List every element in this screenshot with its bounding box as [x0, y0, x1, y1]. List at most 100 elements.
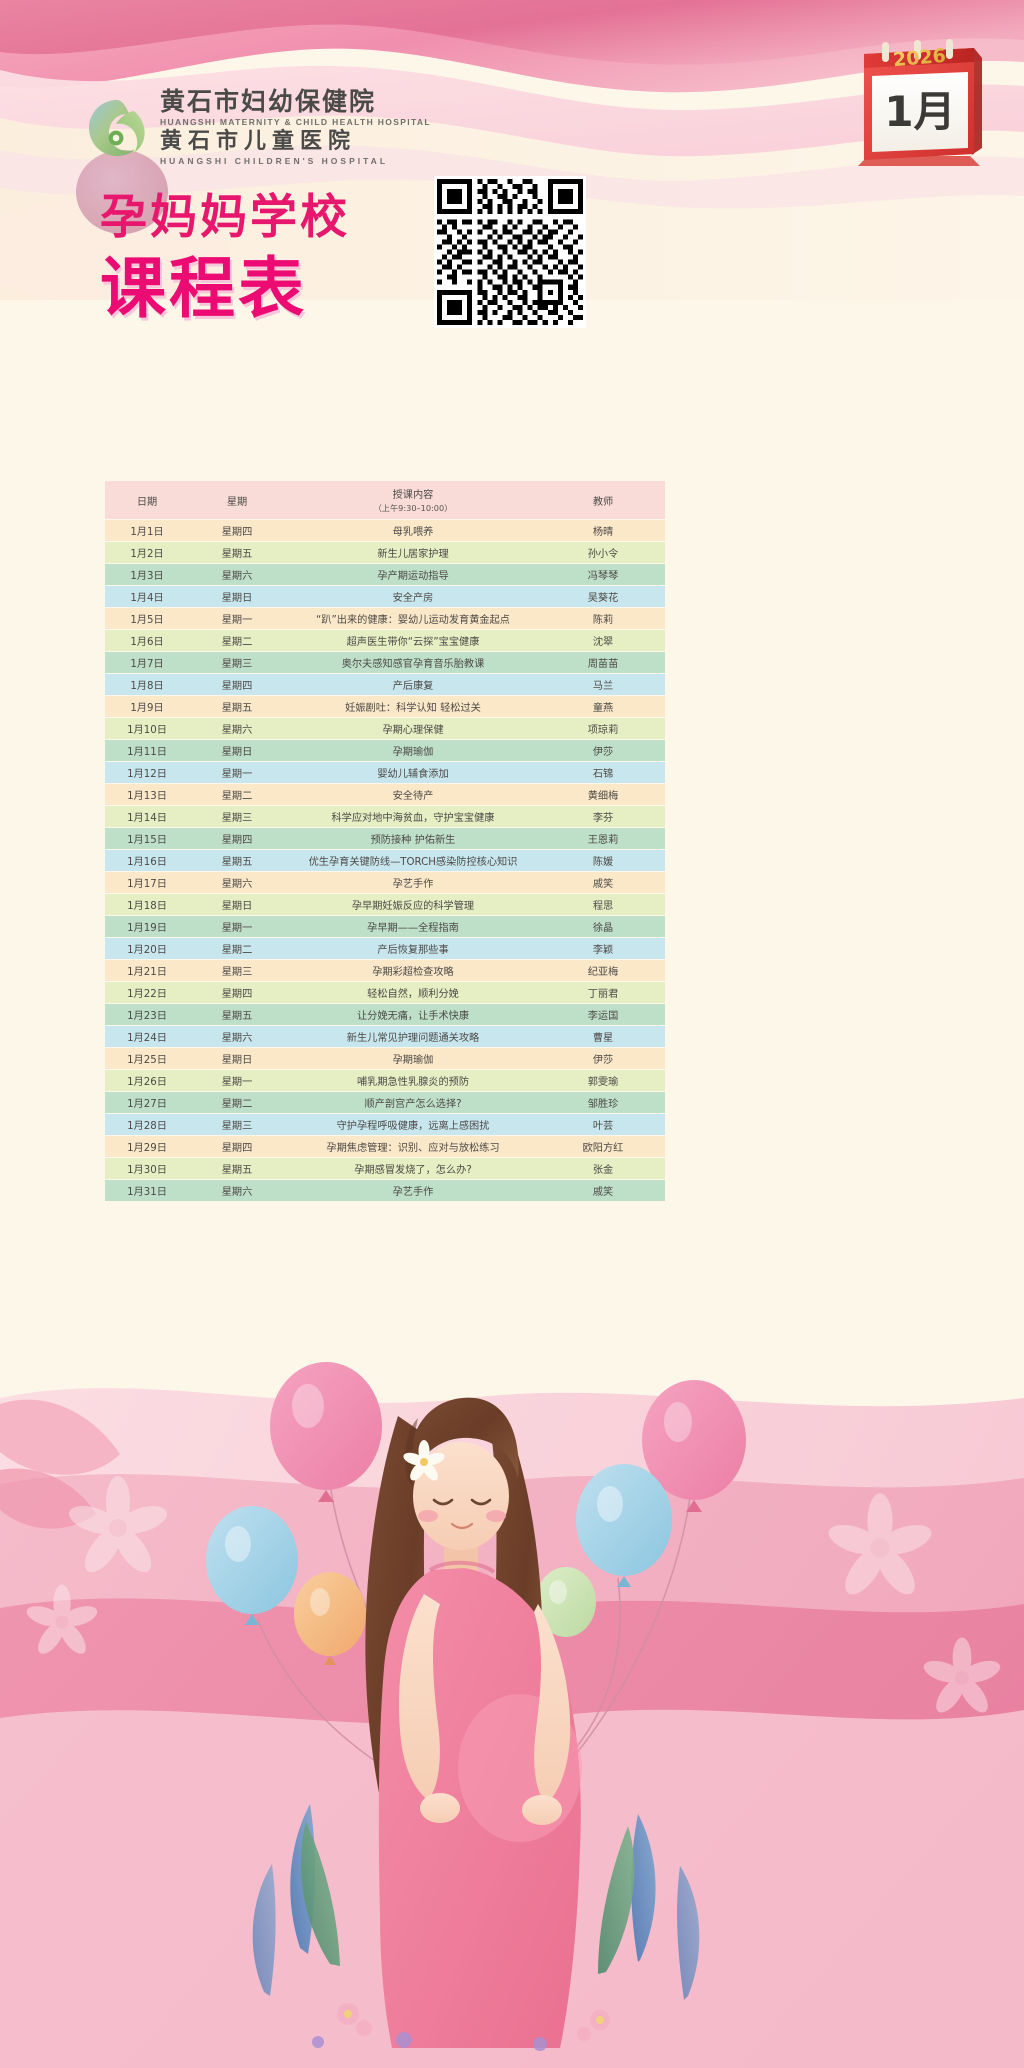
table-row: 1月12日 星期一 婴幼儿辅食添加 石锦 — [105, 762, 665, 783]
cell-date: 1月23日 — [105, 1004, 189, 1025]
cell-teacher: 徐晶 — [541, 916, 665, 937]
cell-date: 1月6日 — [105, 630, 189, 651]
table-row: 1月9日 星期五 妊娠剧吐：科学认知 轻松过关 童燕 — [105, 696, 665, 717]
cell-weekday: 星期四 — [189, 1136, 285, 1157]
balloon-blue-left — [206, 1506, 298, 1625]
cell-weekday: 星期六 — [189, 1180, 285, 1201]
column-header-teacher: 教师 — [592, 496, 614, 508]
cell-weekday: 星期三 — [189, 960, 285, 981]
calendar-month-text: 1月 — [884, 87, 955, 136]
cell-topic: 新生儿常见护理问题通关攻略 — [285, 1026, 541, 1047]
hospital-name-cn-primary: 黄石市妇幼保健院 — [160, 87, 377, 116]
cell-topic: 新生儿居家护理 — [285, 542, 541, 563]
table-row: 1月8日 星期四 产后康复 马兰 — [105, 674, 665, 695]
cell-weekday: 星期日 — [189, 586, 285, 607]
schedule-table-head: 日期 星期 授课内容 （上午9:30–10:00） 教师 — [105, 481, 665, 519]
cell-weekday: 星期五 — [189, 1004, 285, 1025]
cell-topic: 守护孕程呼吸健康，远离上感困扰 — [285, 1114, 541, 1135]
balloon-pink-right — [642, 1380, 746, 1512]
cell-topic: 产后恢复那些事 — [285, 938, 541, 959]
cell-teacher: 马兰 — [541, 674, 665, 695]
cell-weekday: 星期四 — [189, 674, 285, 695]
balloon-blue-right — [576, 1464, 672, 1587]
table-row: 1月17日 星期六 孕艺手作 戚笑 — [105, 872, 665, 893]
cell-date: 1月25日 — [105, 1048, 189, 1069]
hospital-logo: 黄石市妇幼保健院 HUANGSHI MATERNITY & CHILD HEAL… — [86, 88, 431, 167]
table-row: 1月30日 星期五 孕期感冒发烧了，怎么办? 张金 — [105, 1158, 665, 1179]
cell-date: 1月11日 — [105, 740, 189, 761]
table-row: 1月23日 星期五 让分娩无痛，让手术快康 李运国 — [105, 1004, 665, 1025]
table-row: 1月26日 星期一 哺乳期急性乳腺炎的预防 郭雯瑜 — [105, 1070, 665, 1091]
cell-date: 1月1日 — [105, 520, 189, 541]
cell-topic: 孕期瑜伽 — [285, 1048, 541, 1069]
table-row: 1月18日 星期日 孕早期妊娠反应的科学管理 程思 — [105, 894, 665, 915]
cell-weekday: 星期五 — [189, 696, 285, 717]
balloon-orange — [294, 1572, 366, 1665]
cell-topic: 孕早期——全程指南 — [285, 916, 541, 937]
cell-topic: 轻松自然，顺利分娩 — [285, 982, 541, 1003]
cell-topic: 孕期彩超检查攻略 — [285, 960, 541, 981]
cell-date: 1月26日 — [105, 1070, 189, 1091]
hospital-name-en-primary: HUANGSHI MATERNITY & CHILD HEALTH HOSPIT… — [160, 117, 431, 127]
cell-weekday: 星期日 — [189, 1048, 285, 1069]
cell-topic: 奥尔夫感知感官孕育音乐胎教课 — [285, 652, 541, 673]
cell-teacher: 黄细梅 — [541, 784, 665, 805]
calendar-year-text: 2026 — [892, 45, 947, 72]
cell-teacher: 戚笑 — [541, 872, 665, 893]
cell-topic: 妊娠剧吐：科学认知 轻松过关 — [285, 696, 541, 717]
cell-date: 1月21日 — [105, 960, 189, 981]
qr-code[interactable] — [434, 176, 586, 328]
schedule-table: 日期 星期 授课内容 （上午9:30–10:00） 教师 1月1日星期四 母乳喂养… — [105, 480, 665, 1202]
cell-teacher: 石锦 — [541, 762, 665, 783]
cell-weekday: 星期一 — [189, 1070, 285, 1091]
cell-weekday: 星期一 — [189, 762, 285, 783]
cell-teacher: 李运国 — [541, 1004, 665, 1025]
cell-topic: 安全产房 — [285, 586, 541, 607]
cell-teacher: 沈翠 — [541, 630, 665, 651]
cell-teacher: 冯琴琴 — [541, 564, 665, 585]
cell-teacher: 邹胜珍 — [541, 1092, 665, 1113]
table-row: 1月21日 星期三 孕期彩超检查攻略 纪亚梅 — [105, 960, 665, 981]
table-row: 1月15日 星期四 预防接种 护佑新生 王恩莉 — [105, 828, 665, 849]
table-row: 1月4日 星期日 安全产房 吴葵花 — [105, 586, 665, 607]
cell-topic: 优生孕育关键防线—TORCH感染防控核心知识 — [285, 850, 541, 871]
column-header-topic-label: 授课内容 — [392, 490, 434, 501]
cell-weekday: 星期六 — [189, 718, 285, 739]
cell-teacher: 曹星 — [541, 1026, 665, 1047]
cell-teacher: 戚笑 — [541, 1180, 665, 1201]
cell-teacher: 程思 — [541, 894, 665, 915]
cell-teacher: 童燕 — [541, 696, 665, 717]
schedule-table-wrapper: 日期 星期 授课内容 （上午9:30–10:00） 教师 1月1日星期四 母乳喂养… — [105, 480, 665, 1202]
cell-weekday: 星期五 — [189, 850, 285, 871]
balloon-pink-left — [270, 1362, 382, 1502]
cell-teacher: 杨晴 — [541, 520, 665, 541]
table-row: 1月27日 星期二 顺产剖宫产怎么选择? 邹胜珍 — [105, 1092, 665, 1113]
foliage-group — [252, 1804, 700, 2051]
cell-weekday: 星期一 — [189, 916, 285, 937]
cell-date: 1月24日 — [105, 1026, 189, 1047]
cell-topic: 预防接种 护佑新生 — [285, 828, 541, 849]
cell-weekday: 星期一 — [189, 608, 285, 629]
cell-date: 1月27日 — [105, 1092, 189, 1113]
cell-teacher: 王恩莉 — [541, 828, 665, 849]
cell-weekday: 星期二 — [189, 1092, 285, 1113]
cell-date: 1月31日 — [105, 1180, 189, 1201]
top-wave-decoration — [0, 0, 1024, 300]
cell-topic: 母乳喂养 — [285, 520, 541, 541]
cell-weekday: 星期五 — [189, 1158, 285, 1179]
cell-teacher: 李芬 — [541, 806, 665, 827]
column-header-topic-time: （上午9:30–10:00） — [373, 503, 453, 513]
cell-weekday: 星期五 — [189, 542, 285, 563]
hospital-name-en-secondary: HUANGSHI CHILDREN'S HOSPITAL — [160, 155, 389, 166]
cell-teacher: 伊莎 — [541, 1048, 665, 1069]
cell-teacher: 孙小令 — [541, 542, 665, 563]
balloon-green — [536, 1567, 596, 1637]
column-header-weekday: 星期 — [226, 496, 248, 508]
hospital-logo-icon — [86, 97, 148, 159]
cell-date: 1月10日 — [105, 718, 189, 739]
table-row: 1月6日 星期二 超声医生带你“云探”宝宝健康 沈翠 — [105, 630, 665, 651]
schedule-table-body: 1月1日 星期四 母乳喂养 杨晴 1月2日 星期五 新生儿居家护理 孙小令 1月3日 星期六 孕产期… — [105, 520, 665, 1201]
cell-date: 1月2日 — [105, 542, 189, 563]
cell-date: 1月22日 — [105, 982, 189, 1003]
